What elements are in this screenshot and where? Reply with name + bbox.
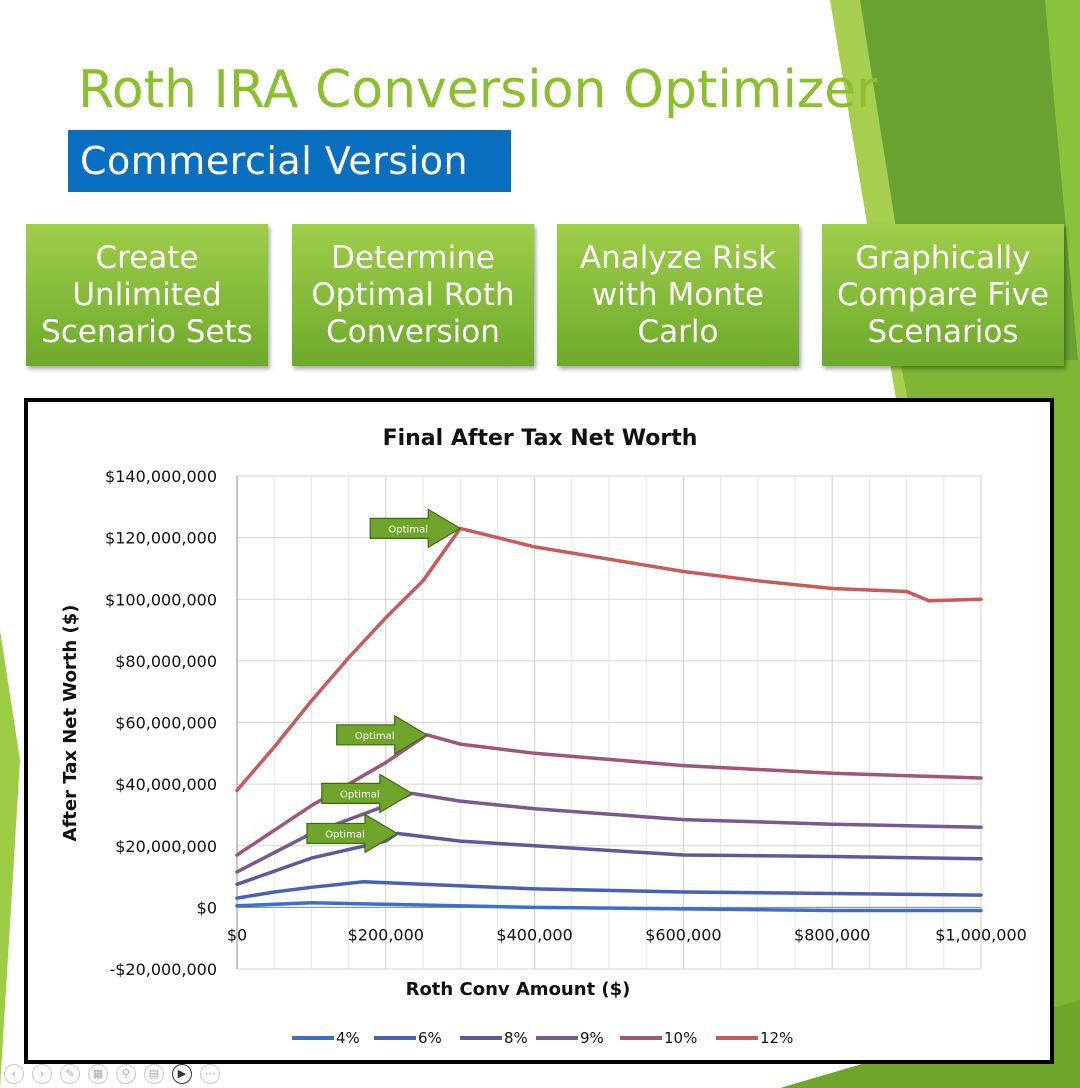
y-tick-label: $100,000,000 xyxy=(105,590,217,609)
y-tick-label: $120,000,000 xyxy=(105,529,217,548)
subtitle-banner: Commercial Version xyxy=(68,130,511,192)
x-axis-title: Roth Conv Amount ($) xyxy=(406,979,631,1000)
feature-box-monte-carlo: Analyze Risk with Monte Carlo xyxy=(557,224,799,366)
previous-icon[interactable]: ‹ xyxy=(4,1064,24,1084)
chart-frame: -$20,000,000 $0 $20,000,000 $40,000,000 $60,… xyxy=(24,398,1054,1064)
legend-label: 8% xyxy=(504,1029,528,1047)
slides-icon[interactable]: ▦ xyxy=(88,1064,108,1084)
y-axis-title: After Tax Net Worth ($) xyxy=(60,605,81,842)
pen-icon[interactable]: ✎ xyxy=(60,1064,80,1084)
legend-label: 12% xyxy=(760,1029,793,1047)
series-line-4pct xyxy=(235,901,983,913)
optimal-arrow-label: Optimal xyxy=(355,731,395,742)
optimal-arrow-label: Optimal xyxy=(325,829,365,840)
feature-box-optimal-conversion: Determine Optimal Roth Conversion xyxy=(292,224,534,366)
optimal-arrow xyxy=(369,508,462,549)
y-tick-label: $0 xyxy=(197,898,217,917)
series-line-6pct xyxy=(235,880,983,900)
y-tick-label: $60,000,000 xyxy=(115,714,217,733)
x-tick-label: $400,000 xyxy=(496,925,572,944)
series-line-12pct xyxy=(235,526,983,793)
x-tick-label: $800,000 xyxy=(794,925,870,944)
y-tick-label: $80,000,000 xyxy=(115,652,217,671)
legend-label: 4% xyxy=(336,1029,360,1047)
legend-label: 9% xyxy=(580,1029,604,1047)
optimal-arrow-label: Optimal xyxy=(340,789,380,800)
x-tick-label: $200,000 xyxy=(348,925,424,944)
feature-box-scenario-sets: Create Unlimited Scenario Sets xyxy=(26,224,268,366)
optimal-arrow-label: Optimal xyxy=(388,524,428,535)
x-tick-label: $600,000 xyxy=(645,925,721,944)
optimal-arrow xyxy=(336,714,428,755)
zoom-icon[interactable]: ⚲ xyxy=(116,1064,136,1084)
net-worth-chart: -$20,000,000 $0 $20,000,000 $40,000,000 $60,… xyxy=(60,426,1027,1047)
next-icon[interactable]: › xyxy=(32,1064,52,1084)
legend-label: 6% xyxy=(418,1029,442,1047)
optimal-arrow xyxy=(321,773,414,814)
camera-icon[interactable]: ▶ xyxy=(172,1064,192,1084)
x-tick-label: $1,000,000 xyxy=(935,925,1027,944)
more-icon[interactable]: ⋯ xyxy=(200,1064,220,1084)
legend-label: 10% xyxy=(664,1029,697,1047)
chart-title: Final After Tax Net Worth xyxy=(383,426,698,451)
subtitles-icon[interactable]: ▤ xyxy=(144,1064,164,1084)
presentation-toolbar: ‹ › ✎ ▦ ⚲ ▤ ▶ ⋯ xyxy=(4,1062,220,1086)
optimal-arrow xyxy=(306,813,399,854)
y-tick-label: $140,000,000 xyxy=(105,467,217,486)
x-tick-label: $0 xyxy=(227,925,247,944)
y-tick-label: -$20,000,000 xyxy=(109,960,217,979)
series-line-8pct xyxy=(235,831,983,887)
y-tick-label: $40,000,000 xyxy=(115,775,217,794)
y-tick-label: $20,000,000 xyxy=(115,837,217,856)
page-title: Roth IRA Conversion Optimizer xyxy=(78,60,878,120)
feature-box-compare-scenarios: Graphically Compare Five Scenarios xyxy=(822,224,1064,366)
